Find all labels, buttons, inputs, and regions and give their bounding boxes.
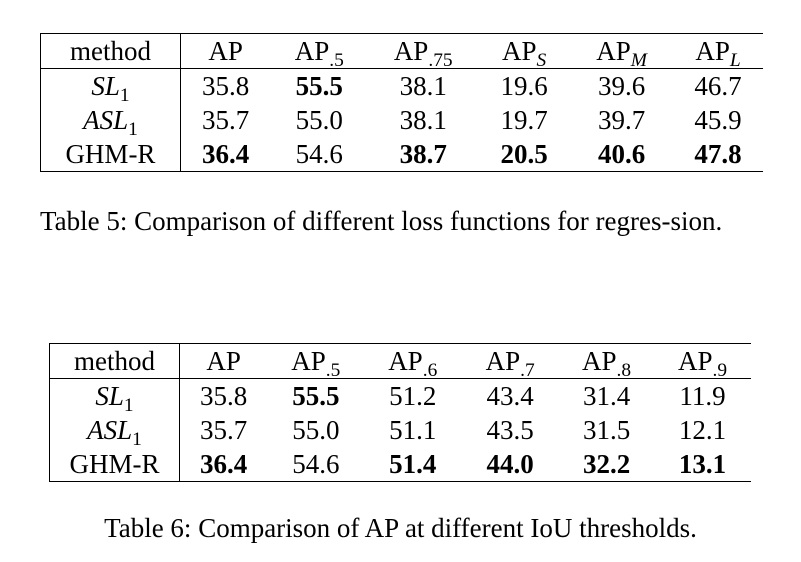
table-row: GHM-R 36.4 54.6 51.4 44.0 32.2 13.1	[49, 447, 751, 482]
header-ap: AP	[179, 343, 268, 379]
value-cell: 45.9	[694, 104, 742, 135]
method-cell: SL1	[40, 68, 181, 105]
value-cell: 55.0	[292, 414, 340, 445]
table-5: method AP AP.5 AP.75 APS APM APL SL1 35.…	[40, 33, 763, 172]
table-5-caption: Table 5: Comparison of different loss fu…	[40, 206, 723, 236]
value-cell: 12.1	[678, 414, 727, 445]
method-cell: GHM-R	[49, 447, 180, 482]
table-row: SL1 35.8 55.5 51.2 43.4 31.4 11.9	[49, 378, 752, 415]
value-cell: 20.5	[478, 137, 571, 172]
header-ap-50: AP.5	[267, 343, 365, 380]
value-cell: 38.1	[399, 70, 447, 101]
value-cell: 38.1	[399, 104, 447, 135]
value-cell: 55.0	[295, 104, 343, 135]
value-cell: 36.4	[180, 137, 271, 172]
value-cell: 13.1	[654, 447, 751, 482]
value-cell: 35.8	[202, 70, 250, 101]
value-cell: 51.1	[389, 414, 437, 445]
value-cell: 35.8	[200, 380, 248, 411]
value-cell: 43.5	[486, 414, 534, 445]
table-6: method AP AP.5 AP.6 AP.7 AP.8 AP.9 SL1 3…	[49, 343, 751, 482]
header-ap-75: AP.75	[368, 33, 479, 70]
value-cell: 44.0	[461, 447, 560, 482]
header-ap-90: AP.9	[654, 343, 751, 380]
value-cell: 39.6	[597, 70, 646, 101]
table-header-row: method AP AP.5 AP.6 AP.7 AP.8 AP.9	[49, 343, 751, 380]
value-cell: 55.5	[295, 70, 343, 101]
value-cell: 35.7	[200, 414, 248, 445]
value-cell: 43.4	[486, 380, 534, 411]
method-cell: ASL1	[49, 413, 180, 449]
header-method: method	[40, 33, 181, 69]
value-cell: 54.6	[267, 447, 365, 482]
table-header-row: method AP AP.5 AP.75 APS APM APL	[40, 33, 763, 70]
value-cell: 51.4	[364, 447, 462, 482]
value-cell: 35.7	[202, 104, 250, 135]
header-ap-medium: APM	[570, 33, 674, 70]
header-ap-60: AP.6	[364, 343, 462, 380]
table-row: GHM-R 36.4 54.6 38.7 20.5 40.6 47.8	[40, 137, 763, 172]
value-cell: 11.9	[679, 380, 726, 411]
header-ap-small: APS	[478, 33, 571, 70]
table-row: SL1 35.8 55.5 38.1 19.6 39.6 46.7	[40, 68, 764, 105]
value-cell: 19.7	[500, 104, 548, 135]
header-ap-large: APL	[673, 33, 763, 70]
method-cell: GHM-R	[40, 137, 181, 172]
method-cell: ASL1	[40, 103, 181, 139]
table-row: ASL1 35.7 55.0 38.1 19.7 39.7 45.9	[40, 103, 764, 139]
header-method: method	[49, 343, 180, 379]
value-cell: 32.2	[559, 447, 655, 482]
header-ap-70: AP.7	[461, 343, 560, 380]
value-cell: 39.7	[597, 104, 646, 135]
value-cell: 46.7	[694, 70, 742, 101]
value-cell: 38.7	[368, 137, 479, 172]
table-6-caption: Table 6: Comparison of AP at different I…	[104, 513, 697, 543]
value-cell: 55.5	[292, 380, 340, 411]
header-ap-50: AP.5	[270, 33, 369, 70]
value-cell: 31.4	[582, 380, 631, 411]
table-row: ASL1 35.7 55.0 51.1 43.5 31.5 12.1	[49, 413, 752, 449]
value-cell: 36.4	[179, 447, 268, 482]
header-ap-80: AP.8	[559, 343, 655, 380]
value-cell: 54.6	[270, 137, 369, 172]
value-cell: 31.5	[582, 414, 631, 445]
method-cell: SL1	[49, 378, 180, 415]
value-cell: 51.2	[389, 380, 437, 411]
value-cell: 19.6	[500, 70, 548, 101]
value-cell: 40.6	[570, 137, 674, 172]
value-cell: 47.8	[673, 137, 763, 172]
header-ap: AP	[180, 33, 271, 69]
